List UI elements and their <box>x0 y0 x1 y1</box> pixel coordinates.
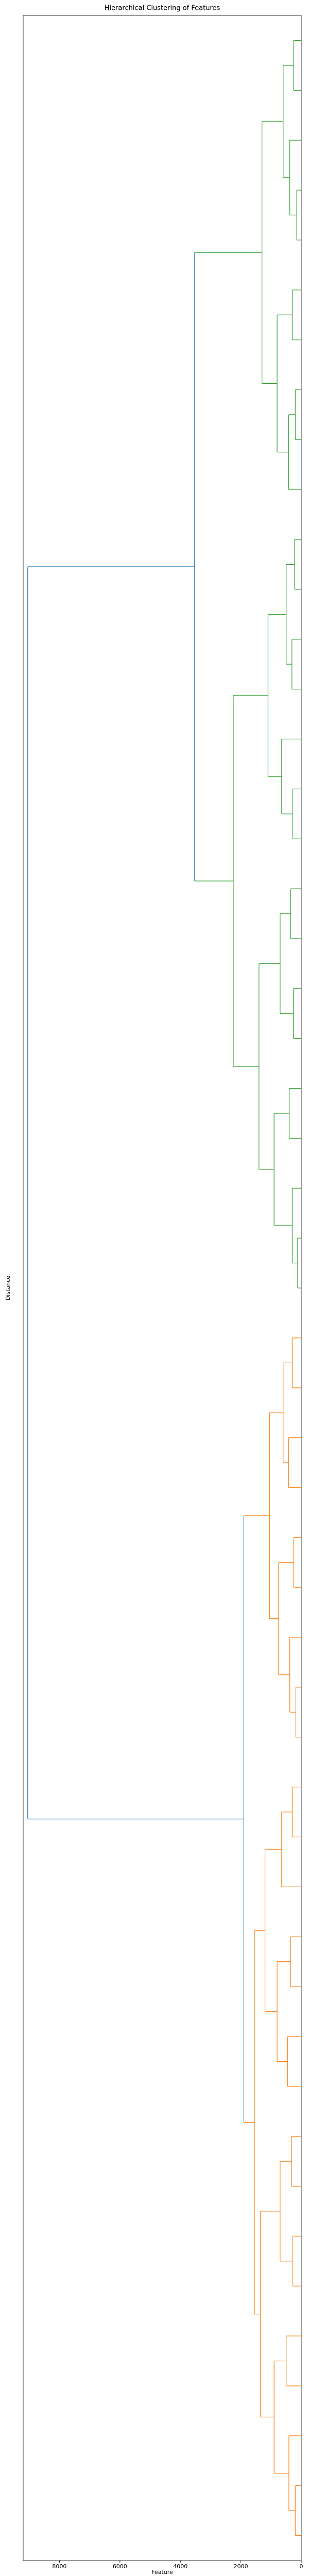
y-axis-label: Distance <box>5 1276 11 1300</box>
x-axis-label: Feature <box>151 2569 173 2575</box>
x-tick-label: 4000 <box>173 2563 187 2570</box>
x-tick-label: 0 <box>300 2563 303 2570</box>
x-tick-label: 6000 <box>113 2563 127 2570</box>
plot-frame <box>23 15 302 2561</box>
x-tick-label: 2000 <box>234 2563 248 2570</box>
x-tick-label: 8000 <box>52 2563 66 2570</box>
chart-title: Hierarchical Clustering of Features <box>105 5 220 12</box>
